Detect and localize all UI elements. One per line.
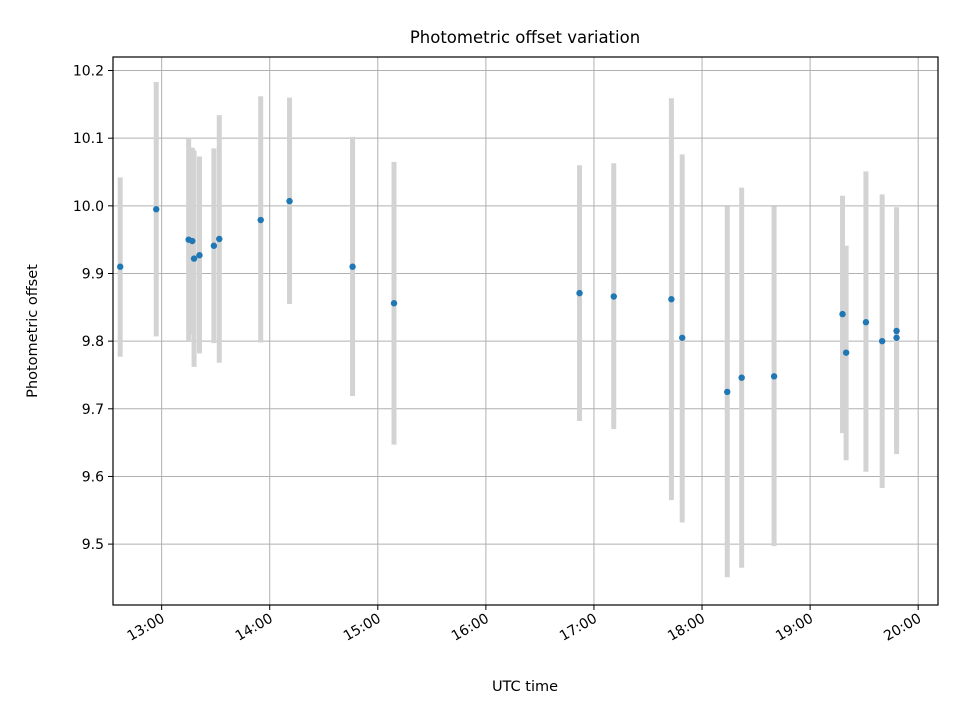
data-point (153, 206, 160, 213)
y-tick-label: 9.9 (82, 266, 104, 282)
data-point (189, 237, 196, 245)
plot-frame (112, 56, 939, 606)
data-point (668, 296, 675, 303)
x-axis-label: UTC time (492, 679, 558, 695)
data-point (842, 349, 850, 356)
y-tick-label: 10.0 (73, 199, 104, 215)
data-point (196, 252, 203, 259)
data-point (770, 373, 778, 380)
grid-lines (113, 57, 938, 605)
y-tick-label: 9.7 (82, 402, 104, 418)
data-point (839, 310, 846, 318)
y-tick-label: 9.6 (82, 469, 104, 485)
data-point (286, 197, 293, 205)
data-point (738, 374, 745, 381)
data-point (390, 300, 398, 307)
data-point (679, 334, 686, 341)
y-tick-label: 10.1 (73, 131, 104, 147)
y-axis-label: Photometric offset (25, 264, 41, 398)
y-tick-label: 9.5 (82, 537, 104, 553)
data-point (576, 289, 583, 297)
data-points (117, 197, 900, 396)
chart-title: Photometric offset variation (410, 28, 640, 47)
data-point (210, 242, 218, 249)
data-point (257, 216, 264, 224)
data-point (893, 327, 900, 335)
y-axis-ticks: 9.5 9.6 9.7 9.8 9.9 10.0 10.1 10.2 (73, 64, 113, 553)
data-point (862, 319, 870, 326)
y-tick-label: 9.8 (82, 334, 104, 350)
data-point (117, 263, 124, 270)
data-point (190, 255, 198, 262)
plot-area (113, 57, 938, 605)
data-point (893, 334, 900, 341)
data-point (610, 293, 617, 300)
data-point (878, 337, 886, 345)
data-point (349, 263, 356, 270)
data-point (216, 235, 223, 243)
data-point (724, 388, 731, 396)
y-tick-label: 10.2 (73, 64, 104, 80)
